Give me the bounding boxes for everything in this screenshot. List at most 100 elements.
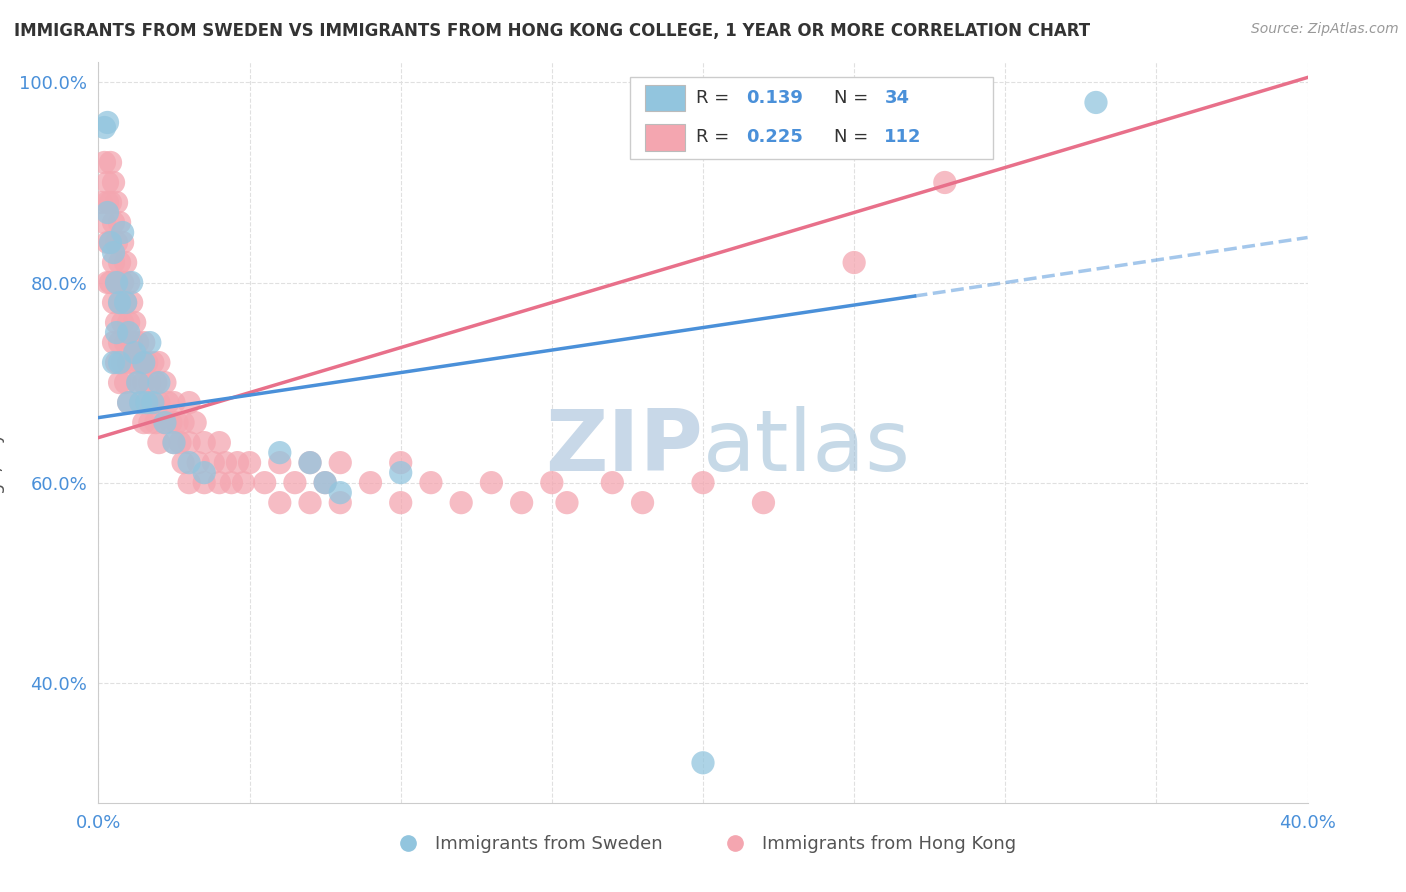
Point [187,456,209,470]
Point [111,235,134,250]
Point [135,355,157,369]
Text: atlas: atlas [703,406,911,489]
Point [103,255,125,269]
Point [1085,95,1108,110]
Text: ZIP: ZIP [546,406,703,489]
Point [169,435,191,450]
Point [132,355,155,369]
Point [108,295,131,310]
Point [105,235,128,250]
Point [105,276,128,290]
Point [111,226,134,240]
Point [329,485,352,500]
Legend: Immigrants from Sweden, Immigrants from Hong Kong: Immigrants from Sweden, Immigrants from … [382,828,1024,861]
Point [96,115,118,129]
Point [111,355,134,369]
Point [239,456,262,470]
Point [124,355,146,369]
Point [132,376,155,390]
Point [148,395,170,409]
Point [118,395,141,409]
Point [100,235,122,250]
Point [105,195,128,210]
Point [153,416,176,430]
Point [124,345,146,359]
Point [105,316,128,330]
Point [389,456,412,470]
Point [389,496,412,510]
Point [752,496,775,510]
Point [221,475,243,490]
Point [389,466,412,480]
Point [114,295,136,310]
Point [121,335,143,350]
Text: Source: ZipAtlas.com: Source: ZipAtlas.com [1251,22,1399,37]
Point [127,335,149,350]
Point [90,195,112,210]
Point [111,276,134,290]
Point [108,295,131,310]
Point [284,475,307,490]
Point [139,376,162,390]
Point [118,355,141,369]
Point [481,475,503,490]
Point [132,416,155,430]
Point [139,416,162,430]
Point [105,355,128,369]
Point [114,255,136,269]
Point [93,155,115,169]
Point [602,475,624,490]
Point [226,456,249,470]
Point [692,475,714,490]
Point [129,355,152,369]
Point [156,395,179,409]
Y-axis label: College, 1 year or more: College, 1 year or more [0,326,6,539]
Point [631,496,654,510]
Point [127,376,149,390]
Point [96,195,118,210]
Point [360,475,382,490]
Point [148,435,170,450]
Point [100,235,122,250]
Point [179,456,201,470]
Point [114,335,136,350]
Point [232,475,254,490]
Point [172,456,194,470]
Point [269,445,291,459]
Point [135,395,157,409]
Point [105,276,128,290]
Text: IMMIGRANTS FROM SWEDEN VS IMMIGRANTS FROM HONG KONG COLLEGE, 1 YEAR OR MORE CORR: IMMIGRANTS FROM SWEDEN VS IMMIGRANTS FRO… [14,22,1090,40]
Point [93,120,115,135]
Point [844,255,866,269]
Point [692,756,714,770]
Point [269,496,291,510]
Point [100,276,122,290]
Point [329,456,352,470]
Point [202,456,225,470]
Point [96,235,118,250]
Point [108,376,131,390]
Point [108,255,131,269]
Point [148,355,170,369]
Point [108,335,131,350]
Point [214,456,236,470]
Point [118,276,141,290]
Point [142,355,165,369]
Point [96,276,118,290]
Point [127,376,149,390]
Point [314,475,336,490]
Point [179,395,201,409]
Point [118,326,141,340]
Point [172,416,194,430]
Point [105,326,128,340]
Point [96,176,118,190]
Point [108,215,131,229]
Point [103,215,125,229]
Point [103,245,125,260]
Point [163,435,186,450]
Point [184,416,207,430]
Point [145,416,167,430]
Point [153,376,176,390]
Point [193,475,215,490]
Point [329,496,352,510]
